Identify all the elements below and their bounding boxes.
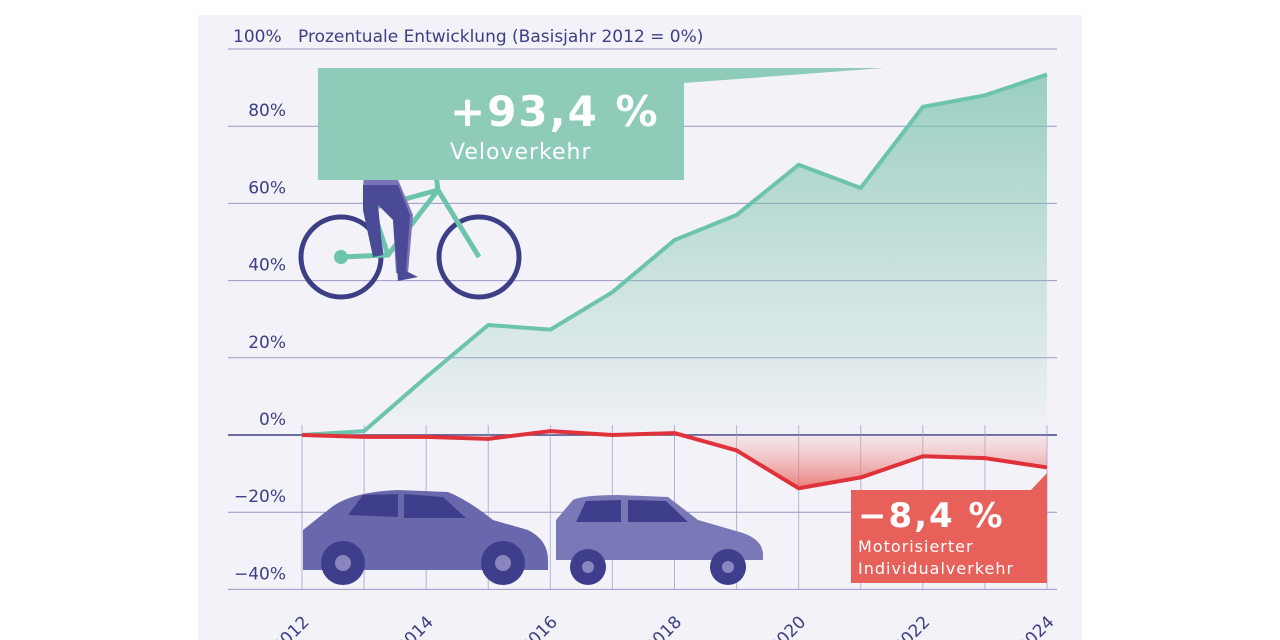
y-tick-label: 0% (259, 410, 286, 430)
velo-callout: +93,4 % Veloverkehr (318, 68, 884, 180)
suv-car-illustration (303, 490, 548, 585)
x-tick-label: 2012 (269, 612, 314, 640)
callouts: +93,4 % Veloverkehr −8,4 % Motorisierter… (318, 68, 1047, 583)
velo-value-label: +93,4 % (450, 87, 660, 136)
x-tick-label: 2024 (1014, 612, 1059, 640)
miv-value-label: −8,4 % (858, 496, 1005, 536)
lines (301, 72, 1048, 491)
y-tick-label: −20% (234, 487, 286, 507)
miv-text-line1: Motorisierter (858, 537, 974, 556)
y-tick-label: 100% (233, 27, 282, 47)
area-miv (302, 431, 1047, 489)
x-tick-label: 2022 (890, 612, 935, 640)
velo-text-label: Veloverkehr (450, 140, 592, 165)
miv-text-line2: Individualverkehr (858, 559, 1014, 578)
miv-callout-box (851, 473, 1047, 583)
y-tick-label: 40% (248, 256, 286, 276)
y-tick-label: 80% (248, 101, 286, 121)
chart-title: Prozentuale Entwicklung (Basisjahr 2012 … (298, 27, 703, 47)
hatchback-car-illustration (556, 495, 763, 585)
x-tick-label: 2016 (517, 612, 562, 640)
y-tick-label: 20% (248, 333, 286, 353)
velo-callout-box (318, 68, 884, 180)
x-tick-label: 2018 (641, 612, 686, 640)
x-tick-label: 2020 (765, 612, 810, 640)
areas (302, 74, 1047, 489)
miv-callout: −8,4 % Motorisierter Individualverkehr (851, 473, 1047, 583)
x-tick-label: 2014 (393, 612, 438, 640)
chart-panel: +93,4 % Veloverkehr −8,4 % Motorisierter… (198, 15, 1082, 640)
area-velo (302, 74, 1047, 435)
y-tick-label: 60% (248, 178, 286, 198)
chart-svg: +93,4 % Veloverkehr −8,4 % Motorisierter… (228, 27, 1059, 640)
y-tick-label: −40% (234, 564, 286, 584)
